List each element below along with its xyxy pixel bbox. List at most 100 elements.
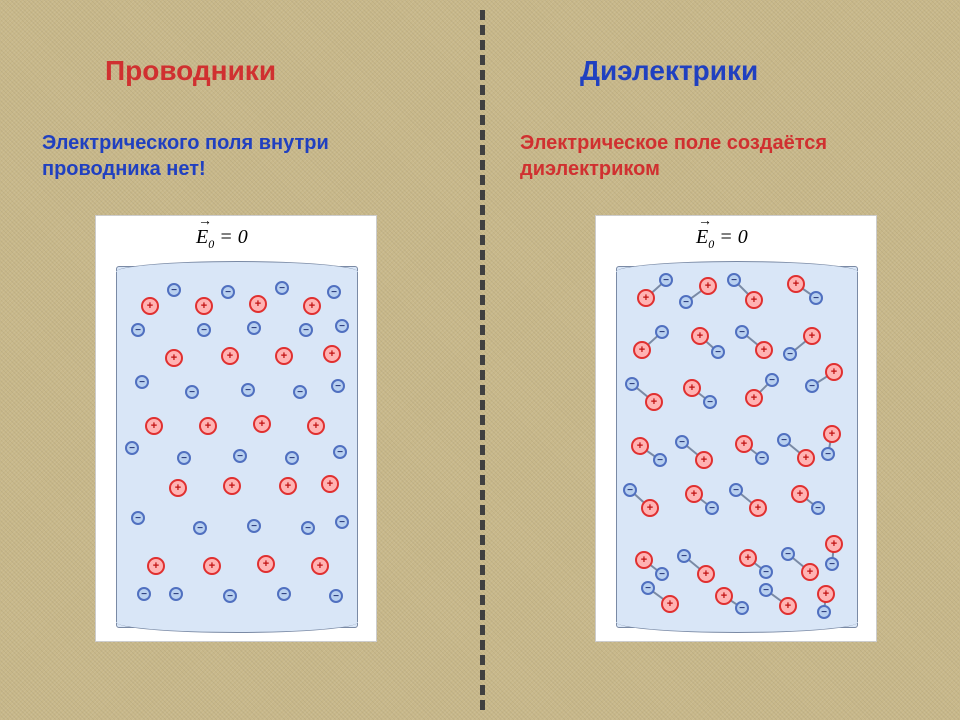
positive-charge (745, 291, 763, 309)
negative-charge (703, 395, 717, 409)
positive-charge (223, 477, 241, 495)
positive-charge (323, 345, 341, 363)
negative-charge (169, 587, 183, 601)
positive-charge (797, 449, 815, 467)
positive-charge (253, 415, 271, 433)
positive-charge (755, 341, 773, 359)
negative-charge (285, 451, 299, 465)
negative-charge (327, 285, 341, 299)
positive-charge (169, 479, 187, 497)
vertical-divider (480, 10, 485, 710)
negative-charge (247, 519, 261, 533)
negative-charge (735, 601, 749, 615)
negative-charge (783, 347, 797, 361)
negative-charge (299, 323, 313, 337)
positive-charge (141, 297, 159, 315)
positive-charge (803, 327, 821, 345)
negative-charge (677, 549, 691, 563)
positive-charge (641, 499, 659, 517)
positive-charge (635, 551, 653, 569)
negative-charge (333, 445, 347, 459)
left-title: Проводники (105, 55, 276, 87)
negative-charge (275, 281, 289, 295)
positive-charge (195, 297, 213, 315)
negative-charge (197, 323, 211, 337)
positive-charge (825, 363, 843, 381)
negative-charge (821, 447, 835, 461)
slide-background: Проводники Электрического поля внутри пр… (0, 0, 960, 720)
negative-charge (655, 325, 669, 339)
negative-charge (331, 379, 345, 393)
left-panel: E0 = 0 (95, 215, 377, 642)
negative-charge (221, 285, 235, 299)
left-subtitle: Электрического поля внутри проводника не… (42, 130, 422, 182)
positive-charge (715, 587, 733, 605)
positive-charge (825, 535, 843, 553)
negative-charge (711, 345, 725, 359)
positive-charge (147, 557, 165, 575)
positive-charge (735, 435, 753, 453)
negative-charge (135, 375, 149, 389)
positive-charge (275, 347, 293, 365)
negative-charge (131, 323, 145, 337)
negative-charge (809, 291, 823, 305)
negative-charge (825, 557, 839, 571)
positive-charge (695, 451, 713, 469)
positive-charge (739, 549, 757, 567)
right-title: Диэлектрики (580, 55, 758, 87)
dielectric-material (616, 266, 858, 628)
right-panel: E0 = 0 (595, 215, 877, 642)
left-equation: E0 = 0 (196, 226, 248, 252)
positive-charge (697, 565, 715, 583)
negative-charge (177, 451, 191, 465)
positive-charge (145, 417, 163, 435)
negative-charge (659, 273, 673, 287)
positive-charge (165, 349, 183, 367)
negative-charge (185, 385, 199, 399)
negative-charge (735, 325, 749, 339)
positive-charge (257, 555, 275, 573)
negative-charge (335, 515, 349, 529)
negative-charge (805, 379, 819, 393)
negative-charge (817, 605, 831, 619)
positive-charge (691, 327, 709, 345)
right-subtitle: Электрическое поле создаётся диэлектрико… (520, 130, 900, 182)
negative-charge (781, 547, 795, 561)
positive-charge (683, 379, 701, 397)
positive-charge (321, 475, 339, 493)
negative-charge (765, 373, 779, 387)
positive-charge (633, 341, 651, 359)
negative-charge (167, 283, 181, 297)
negative-charge (623, 483, 637, 497)
negative-charge (125, 441, 139, 455)
positive-charge (817, 585, 835, 603)
negative-charge (729, 483, 743, 497)
positive-charge (311, 557, 329, 575)
positive-charge (631, 437, 649, 455)
negative-charge (653, 453, 667, 467)
negative-charge (335, 319, 349, 333)
positive-charge (303, 297, 321, 315)
right-equation: E0 = 0 (696, 226, 748, 252)
negative-charge (755, 451, 769, 465)
negative-charge (223, 589, 237, 603)
positive-charge (823, 425, 841, 443)
positive-charge (749, 499, 767, 517)
negative-charge (811, 501, 825, 515)
negative-charge (241, 383, 255, 397)
negative-charge (137, 587, 151, 601)
negative-charge (679, 295, 693, 309)
negative-charge (293, 385, 307, 399)
negative-charge (727, 273, 741, 287)
positive-charge (279, 477, 297, 495)
positive-charge (801, 563, 819, 581)
negative-charge (759, 583, 773, 597)
positive-charge (637, 289, 655, 307)
conductor-material (116, 266, 358, 628)
positive-charge (307, 417, 325, 435)
positive-charge (645, 393, 663, 411)
negative-charge (777, 433, 791, 447)
positive-charge (203, 557, 221, 575)
negative-charge (277, 587, 291, 601)
positive-charge (661, 595, 679, 613)
